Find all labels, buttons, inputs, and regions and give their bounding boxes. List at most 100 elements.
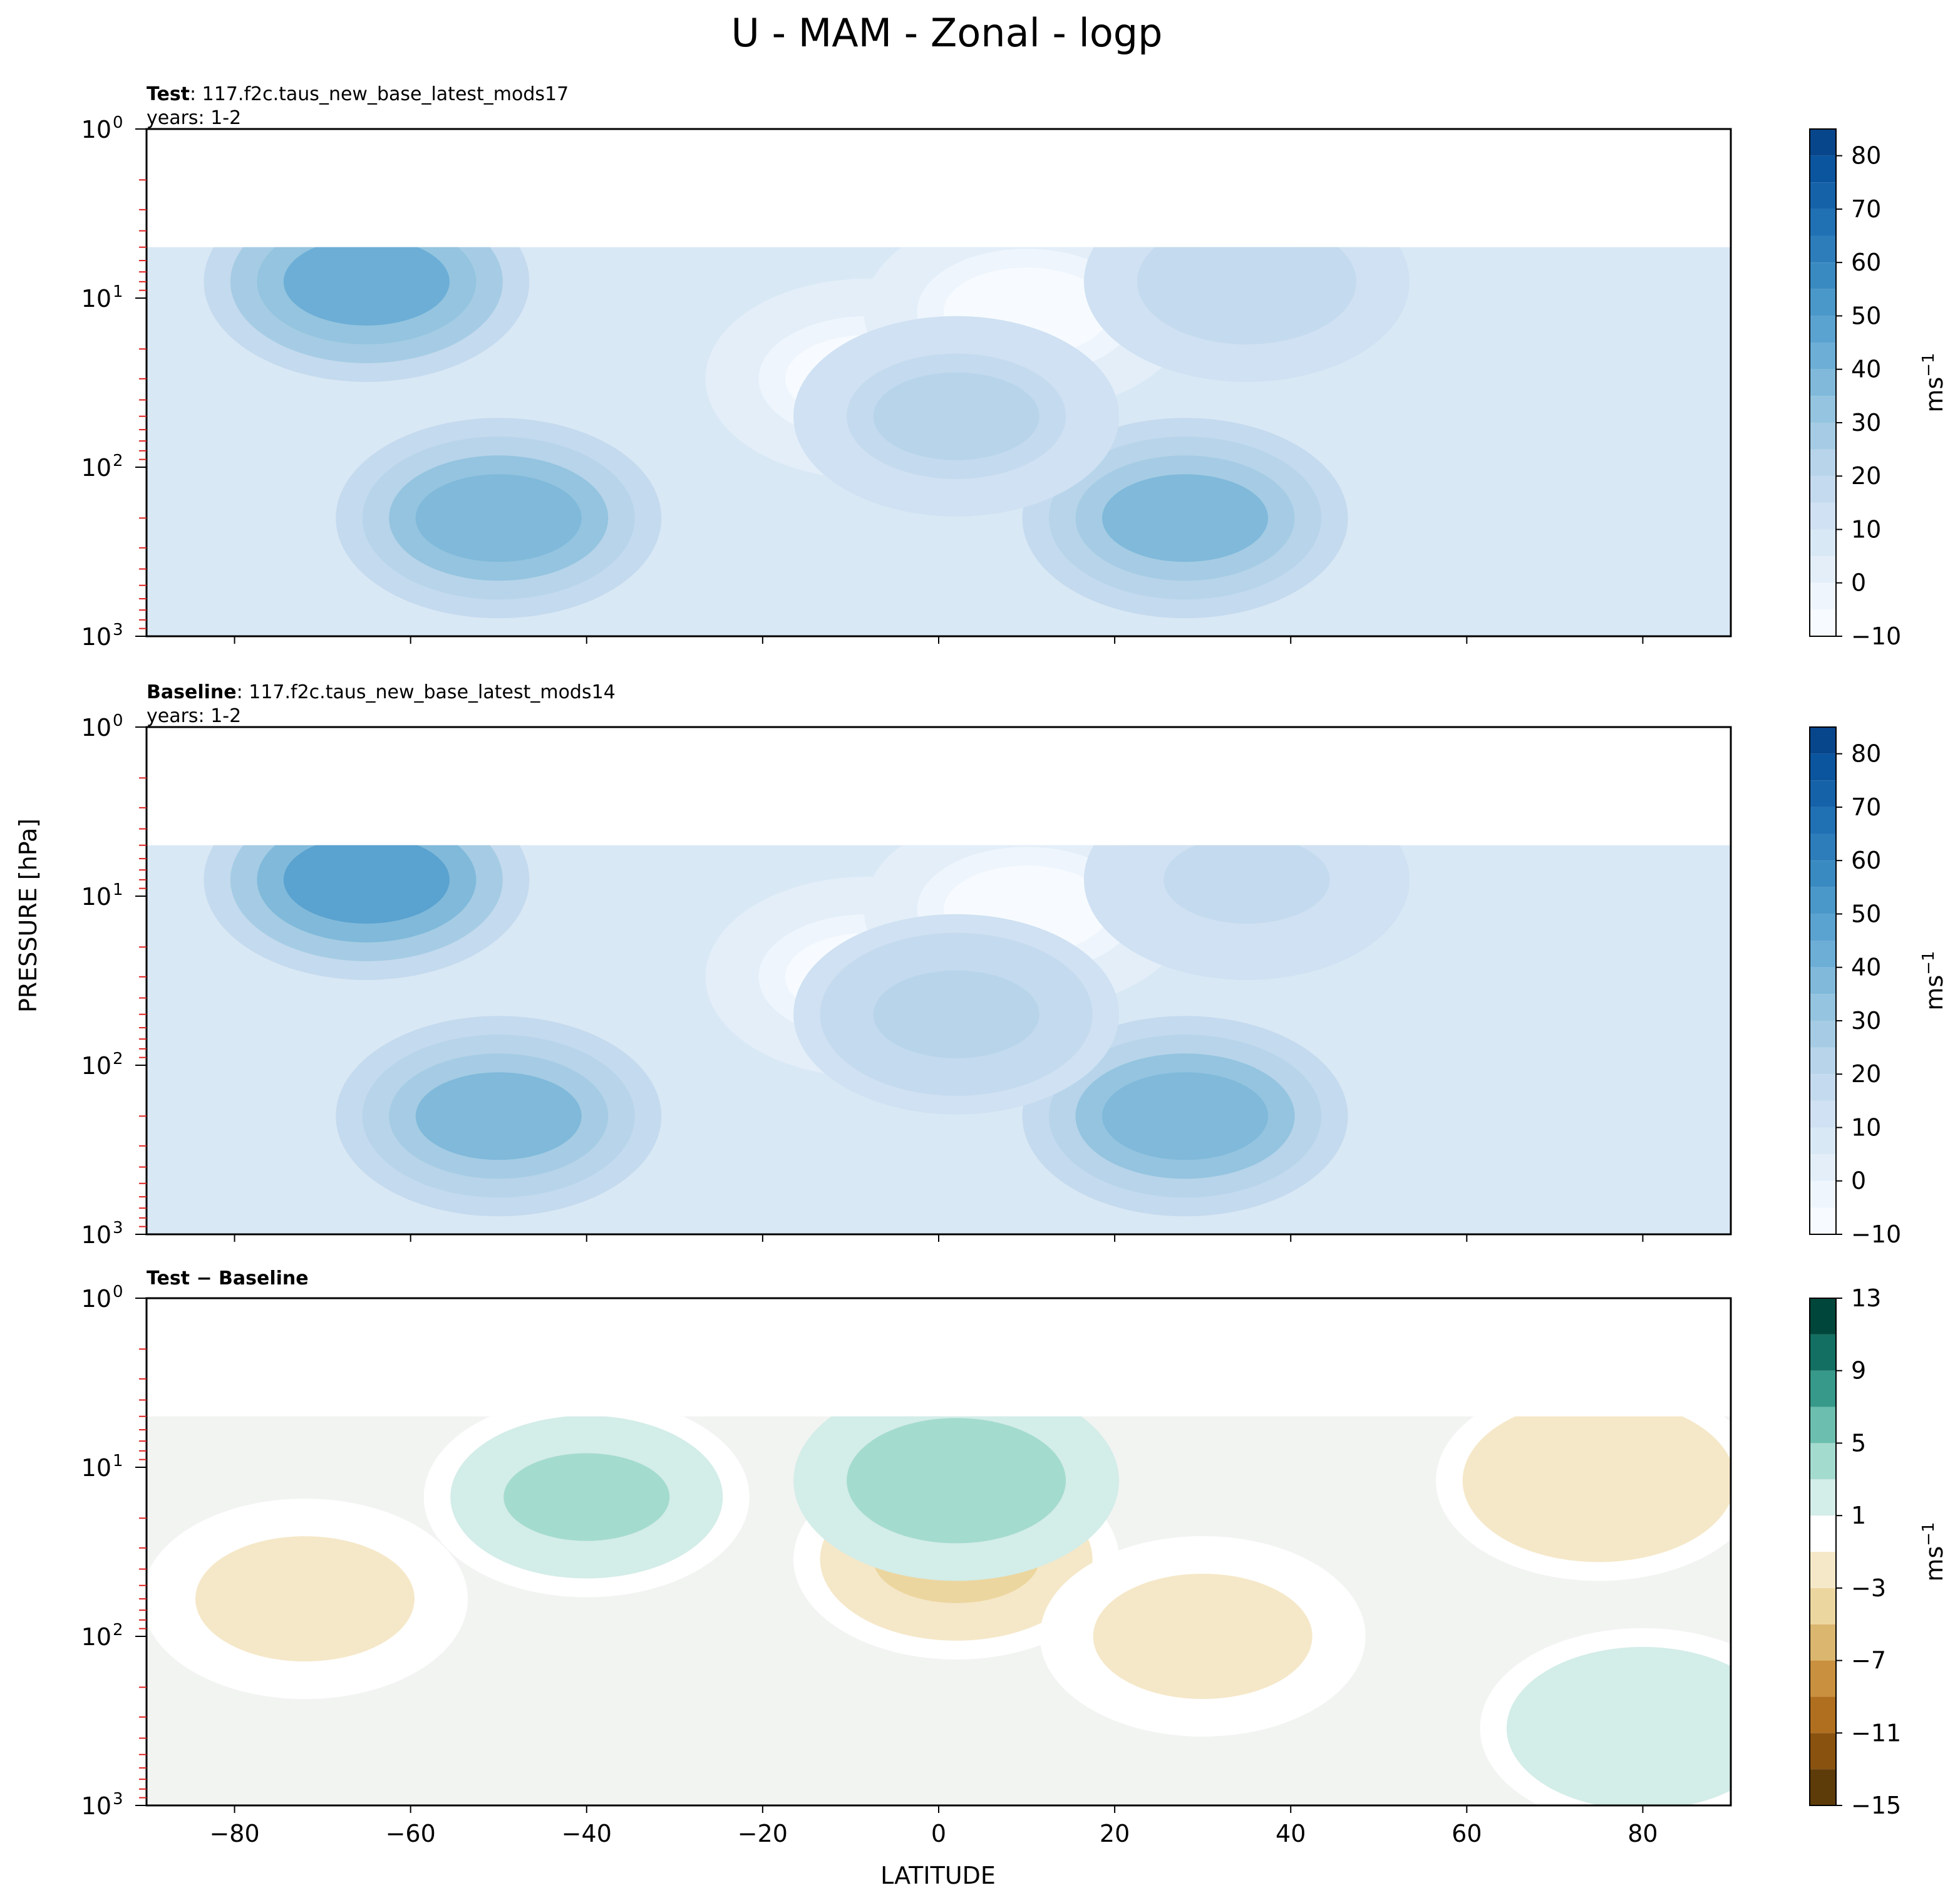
y-tick-label: 10 [81,1052,111,1080]
colorbar-tick-label: 60 [1851,249,1881,276]
colorbar-swatch [1810,1624,1836,1661]
y-tick-exponent: 2 [113,1050,123,1068]
y-tick-label: 10 [81,116,111,143]
colorbar-swatch [1810,807,1836,834]
colorbar-tick-label: −3 [1851,1574,1886,1602]
colorbar-swatch [1810,1552,1836,1588]
colorbar-swatch [1810,1047,1836,1075]
colorbar-swatch [1810,155,1836,183]
colorbar-tick-label: 5 [1851,1429,1866,1457]
contour-zones [204,247,1410,619]
y-tick-exponent: 3 [113,621,123,639]
colorbar-tick-label: −15 [1851,1792,1901,1819]
colorbar-swatch [1810,316,1836,343]
y-tick-exponent: 1 [113,1452,123,1470]
colorbar-tick-label: 20 [1851,462,1881,490]
contour-zones [147,1416,1731,1805]
x-tick-label: 80 [1627,1820,1658,1847]
colorbar-tick-label: 70 [1851,195,1881,223]
contour-zone-2-level-3 [1120,1593,1286,1680]
colorbar-tick-label: 50 [1851,900,1881,927]
colorbar-swatch [1810,476,1836,503]
colorbar-tick-label: −11 [1851,1719,1901,1747]
x-tick-label: −60 [386,1820,436,1847]
colorbar-swatch [1810,860,1836,887]
y-tick-exponent: 0 [113,711,123,730]
y-tick-exponent: 3 [113,1790,123,1809]
colorbar-frame [1809,726,1837,1235]
colorbar-swatch [1810,1180,1836,1208]
colorbar-frame [1809,1298,1837,1806]
contour-zone-0-level-3 [283,247,450,326]
colorbar-tick-label: 40 [1851,954,1881,981]
colorbar-tick-label: 40 [1851,356,1881,383]
colorbar-swatch [1810,727,1836,754]
subplot-title: Test − Baseline [147,1268,309,1289]
colorbar-tick-label: 10 [1851,515,1881,543]
y-tick-label: 10 [81,1285,111,1313]
colorbar-swatch [1810,1696,1836,1733]
contour-zone-4-level-3 [503,1453,670,1541]
colorbar-swatch [1810,1334,1836,1371]
subplot-title: Test: 117.f2c.taus_new_base_latest_mods1… [147,83,569,105]
colorbar-swatch [1810,129,1836,156]
contour-zone-2-level-3 [1102,1072,1269,1160]
colorbar-tick-label: −10 [1851,622,1901,650]
y-tick-label: 10 [81,1792,111,1820]
colorbar-swatch [1810,1020,1836,1048]
y-tick-exponent: 3 [113,1219,123,1237]
colorbar-tick-label: 60 [1851,847,1881,874]
colorbar-swatch [1810,369,1836,396]
colorbar-swatch [1810,1154,1836,1181]
y-tick-label: 10 [81,454,111,482]
colorbar-swatch [1810,941,1836,968]
colorbar-swatch [1810,609,1836,636]
x-tick-label: −80 [209,1820,259,1847]
colorbar-swatch [1810,556,1836,583]
y-tick-exponent: 0 [113,1283,123,1301]
colorbar-swatch [1810,1443,1836,1480]
contour-zone-6-level-3 [1559,1684,1726,1772]
colorbar-tick-label: 1 [1851,1502,1866,1529]
colorbar-tick-label: 50 [1851,302,1881,329]
y-tick-exponent: 1 [113,880,123,899]
colorbar-swatch [1810,449,1836,477]
contour-zone-5-level-3 [873,1437,1039,1525]
contour-zone-6-level-3 [1163,845,1330,924]
colorbar-swatch [1810,834,1836,861]
colorbar-swatch [1810,502,1836,530]
subplot-title: Baseline: 117.f2c.taus_new_base_latest_m… [147,681,616,703]
colorbar-unit: ms−1 [1919,1522,1948,1581]
colorbar-swatch [1810,1127,1836,1155]
y-tick-exponent: 0 [113,113,123,132]
colorbar-swatch [1810,967,1836,994]
colorbar-swatch [1810,422,1836,450]
x-axis-label: LATITUDE [880,1862,996,1889]
subplot-years: years: 1-2 [147,107,241,129]
colorbar-swatch [1810,582,1836,610]
colorbar-swatch [1810,1207,1836,1234]
colorbar-swatch [1810,1407,1836,1443]
contour-zone-2-level-3 [1102,474,1269,562]
colorbar-tick-label: 0 [1851,569,1866,597]
y-axis-label: PRESSURE [hPa] [14,818,42,1013]
colorbar-swatch [1810,1515,1836,1552]
contour-zone-0-level-3 [222,1555,388,1643]
y-tick-exponent: 2 [113,1621,123,1639]
contour-zone-1-level-3 [415,474,582,562]
colorbar-swatch [1810,780,1836,807]
y-tick-label: 10 [81,1623,111,1651]
colorbar-swatch [1810,1588,1836,1624]
colorbar-tick-label: 30 [1851,1007,1881,1035]
colorbar-test: −10 0 10 20 30 40 50 60 70 80 ms−1 [1809,128,1948,650]
colorbar-frame [1809,128,1837,637]
colorbar-swatch [1810,994,1836,1021]
colorbar-swatch [1810,182,1836,209]
y-tick-exponent: 2 [113,452,123,470]
x-tick-label: 20 [1100,1820,1130,1847]
colorbar-swatch [1810,262,1836,289]
